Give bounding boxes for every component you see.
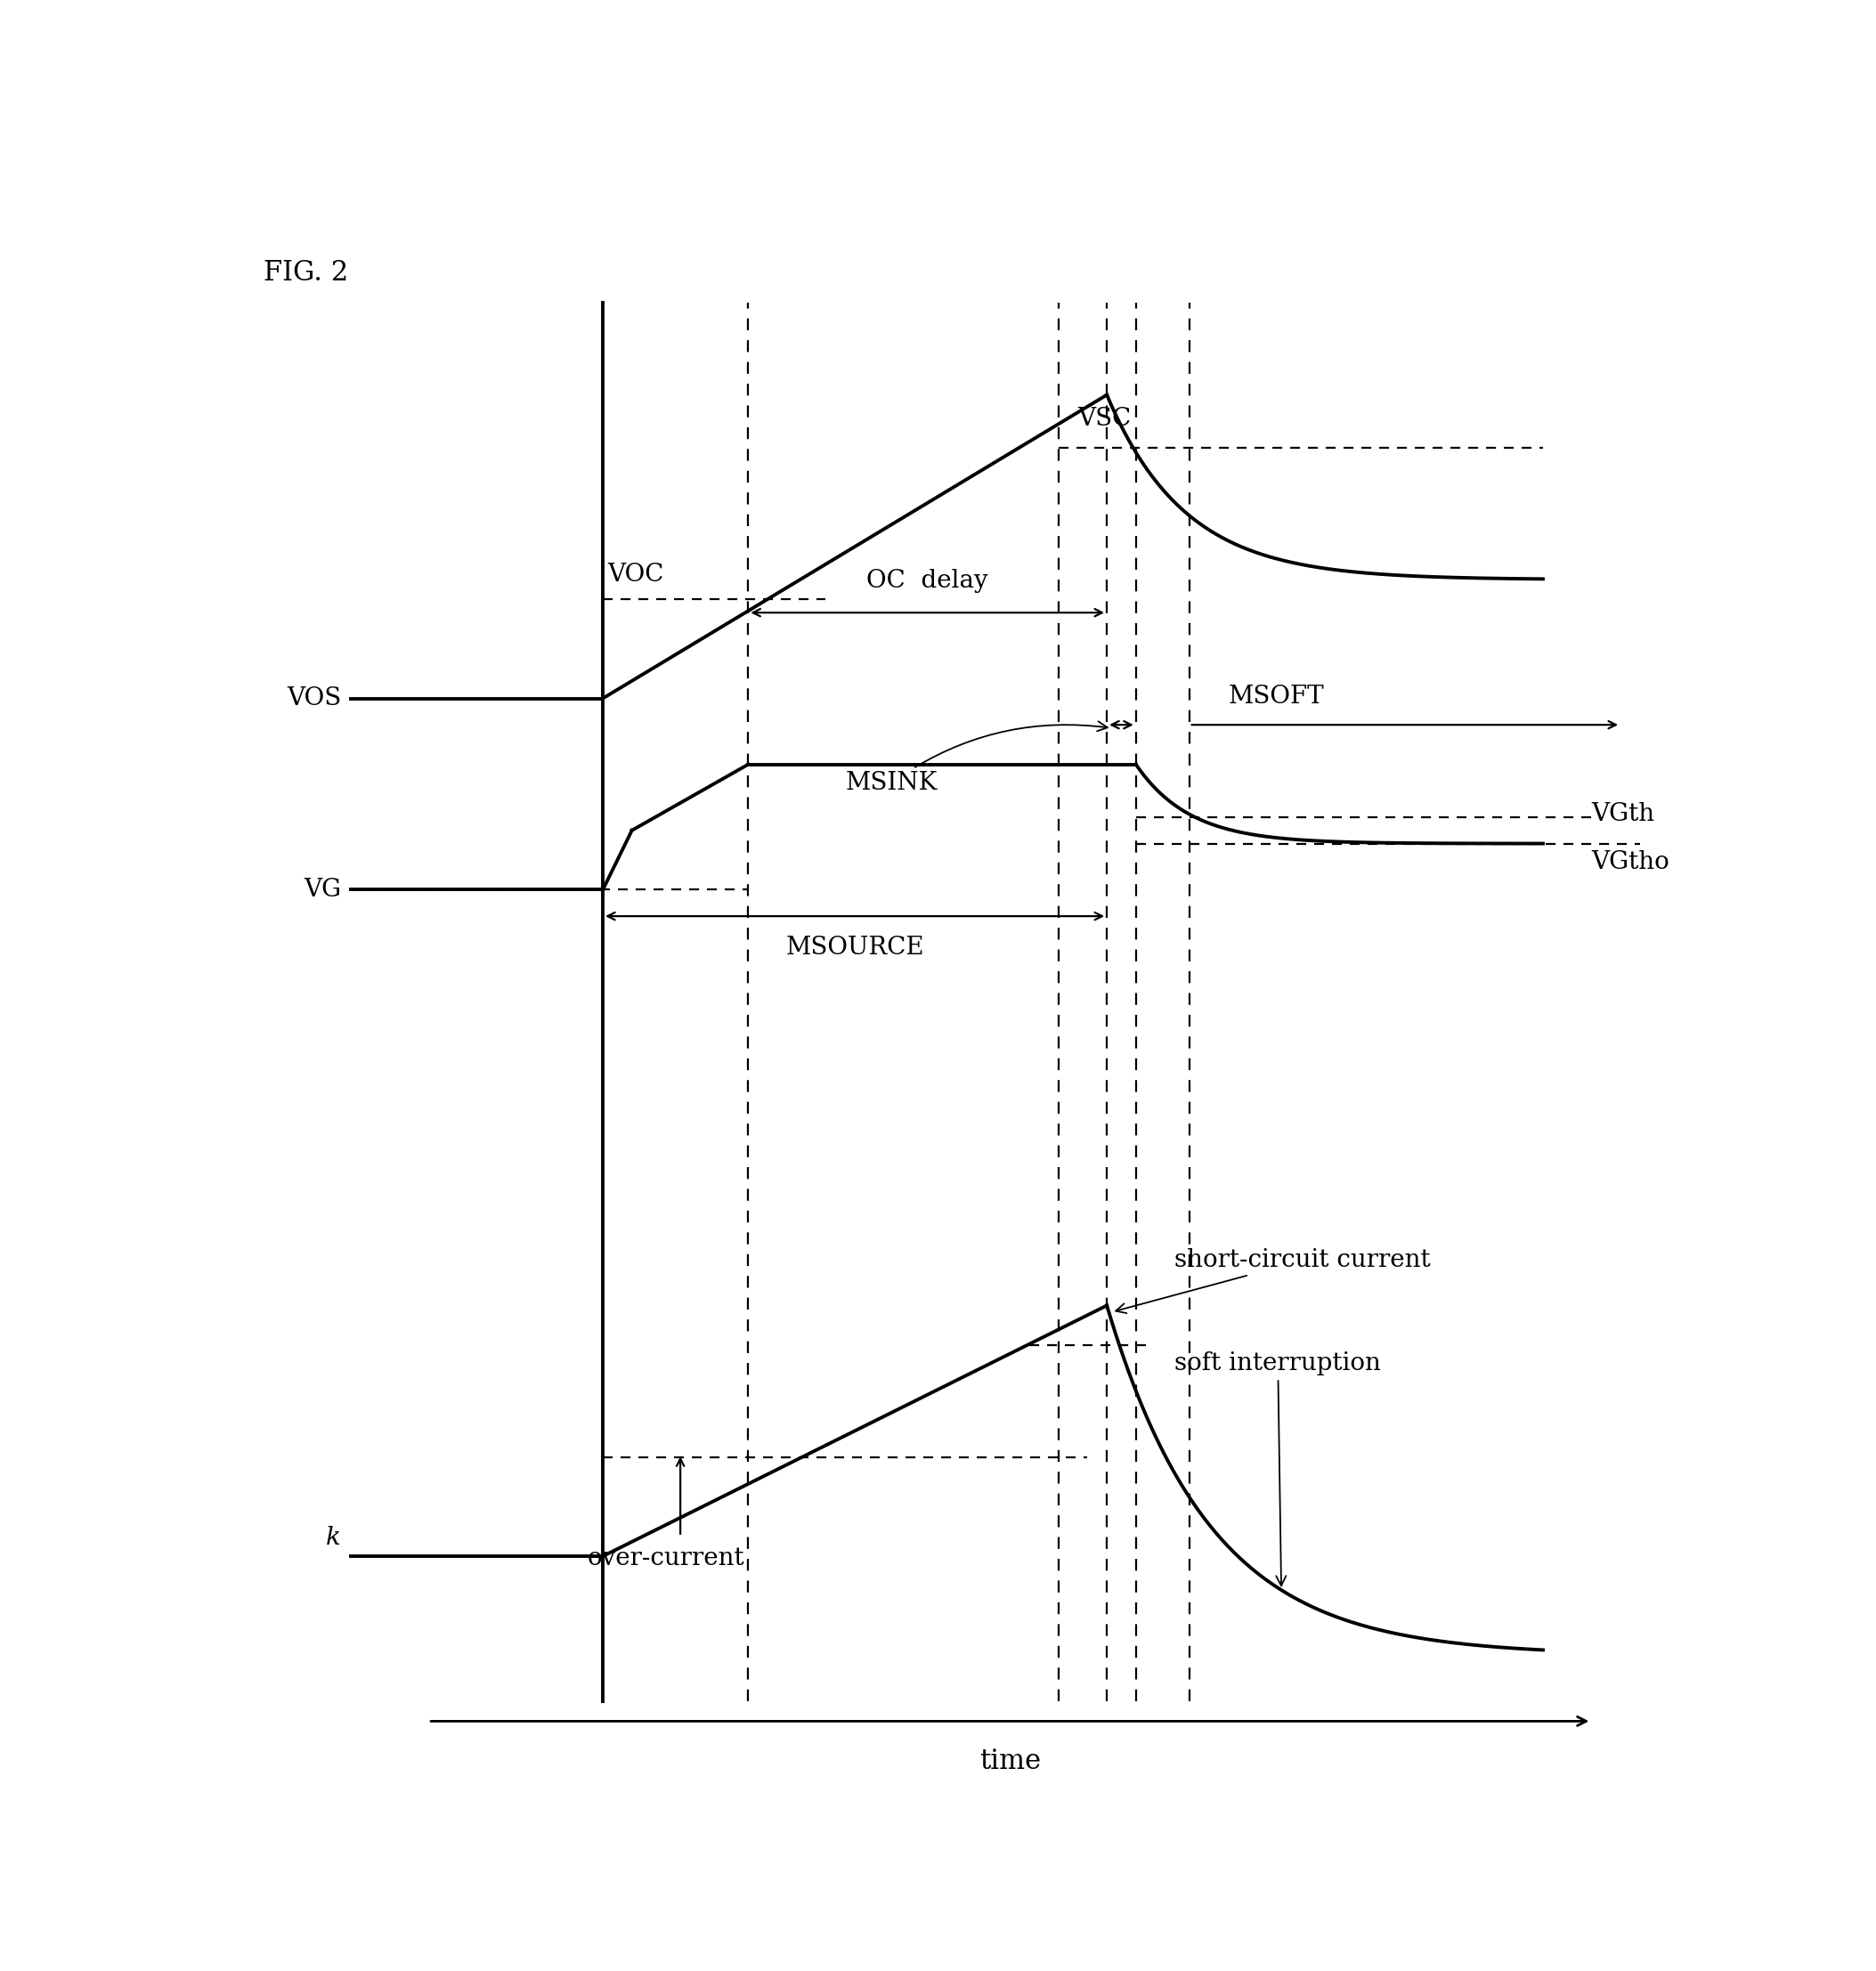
Text: soft interruption: soft interruption xyxy=(1174,1352,1381,1587)
Text: time: time xyxy=(979,1748,1041,1776)
Text: VG: VG xyxy=(304,877,341,903)
Text: OC  delay: OC delay xyxy=(867,570,989,593)
Text: VGtho: VGtho xyxy=(1591,850,1670,875)
Text: VSC: VSC xyxy=(1077,408,1131,432)
Text: VOC: VOC xyxy=(608,562,664,585)
Text: VOS: VOS xyxy=(287,686,341,710)
Text: over-current: over-current xyxy=(587,1547,745,1571)
Text: short-circuit current: short-circuit current xyxy=(1116,1248,1431,1313)
Text: VGth: VGth xyxy=(1591,802,1655,826)
Text: k: k xyxy=(326,1526,341,1549)
Text: FIG. 2: FIG. 2 xyxy=(263,260,349,288)
Text: MSOFT: MSOFT xyxy=(1229,684,1324,708)
Text: MSINK: MSINK xyxy=(844,721,1107,794)
Text: MSOURCE: MSOURCE xyxy=(786,936,925,960)
